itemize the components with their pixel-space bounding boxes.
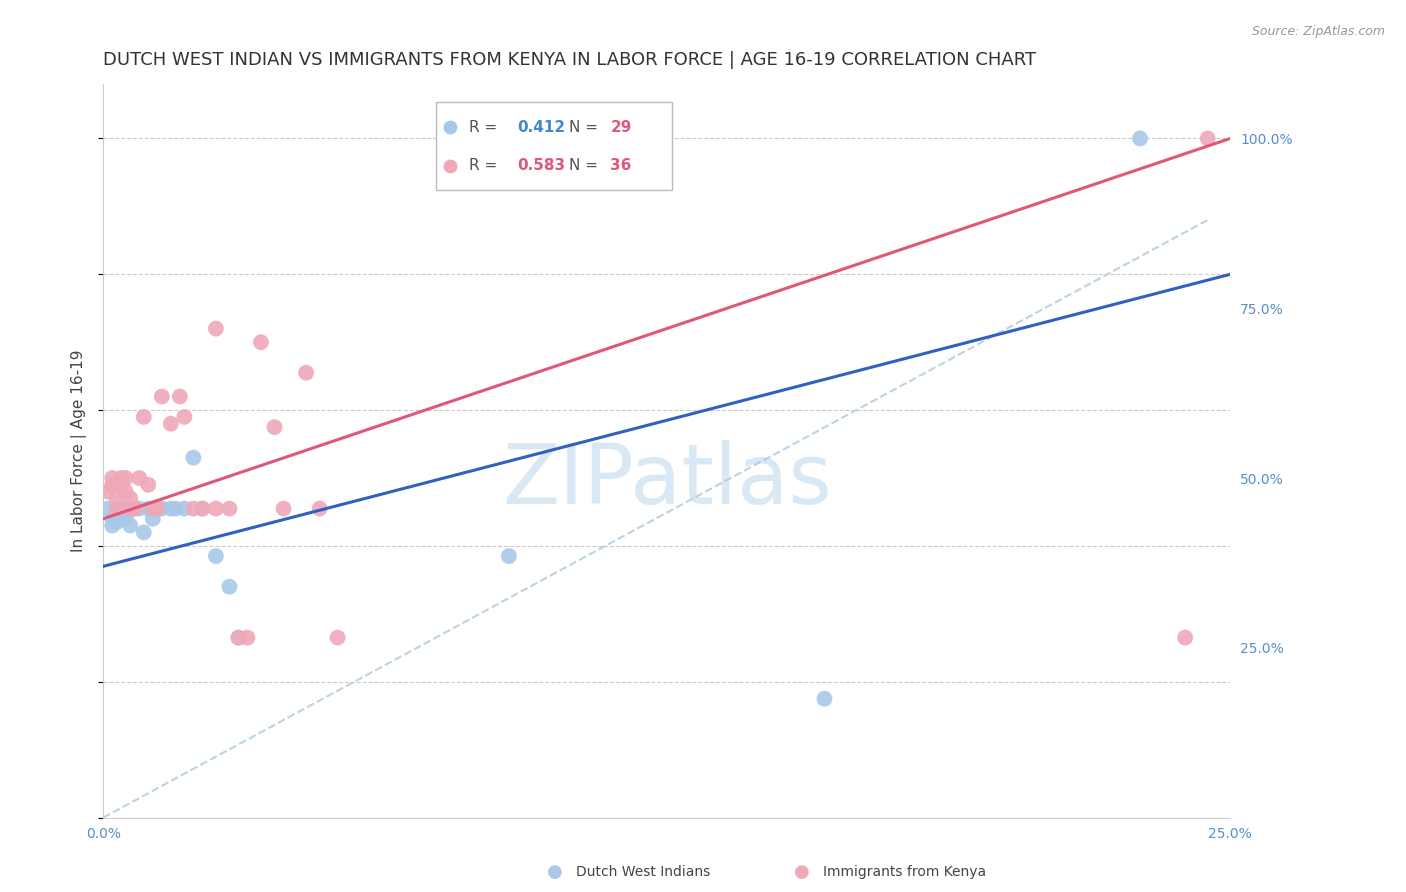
Point — [114, 501, 136, 516]
Point — [173, 409, 195, 424]
Point — [101, 518, 124, 533]
Point — [136, 478, 159, 492]
Text: R =: R = — [470, 159, 502, 173]
Point — [273, 501, 295, 516]
Point — [498, 549, 520, 563]
Point — [142, 501, 165, 516]
Point — [110, 478, 132, 492]
Point — [205, 549, 228, 563]
Point — [191, 501, 214, 516]
Point — [191, 501, 214, 516]
Point — [105, 491, 128, 506]
Point — [228, 631, 250, 645]
Point — [105, 515, 128, 529]
Bar — [436, 103, 672, 191]
Point — [101, 471, 124, 485]
Point — [146, 501, 169, 516]
Text: ●: ● — [793, 863, 810, 881]
Point — [263, 420, 285, 434]
Point — [173, 501, 195, 516]
Text: 0.583: 0.583 — [517, 159, 565, 173]
Text: ●: ● — [547, 863, 564, 881]
Point — [97, 501, 120, 516]
Point — [218, 580, 240, 594]
Point — [114, 512, 136, 526]
Point — [97, 484, 120, 499]
Text: Immigrants from Kenya: Immigrants from Kenya — [823, 865, 986, 880]
Point — [101, 512, 124, 526]
Point — [165, 501, 187, 516]
Text: Source: ZipAtlas.com: Source: ZipAtlas.com — [1251, 25, 1385, 38]
Text: R =: R = — [470, 120, 502, 135]
Text: ZIPatlas: ZIPatlas — [502, 440, 832, 521]
Point — [114, 484, 136, 499]
Point — [150, 390, 173, 404]
Text: 29: 29 — [610, 120, 631, 135]
Point — [1174, 631, 1197, 645]
Point — [250, 335, 273, 350]
Point — [160, 417, 183, 431]
Text: N =: N = — [568, 120, 603, 135]
Point — [295, 366, 318, 380]
Point — [101, 478, 124, 492]
Point — [128, 471, 150, 485]
Point — [120, 518, 142, 533]
Point — [160, 501, 183, 516]
Text: Dutch West Indians: Dutch West Indians — [576, 865, 710, 880]
Point — [308, 501, 330, 516]
Point — [132, 409, 155, 424]
Point — [105, 501, 128, 516]
Y-axis label: In Labor Force | Age 16-19: In Labor Force | Age 16-19 — [72, 350, 87, 552]
Point — [142, 512, 165, 526]
Point — [124, 501, 146, 516]
Point — [128, 501, 150, 516]
Point — [124, 501, 146, 516]
Point — [136, 501, 159, 516]
Point — [183, 450, 205, 465]
Point — [120, 491, 142, 506]
Text: 0.412: 0.412 — [517, 120, 565, 135]
Point — [205, 321, 228, 335]
Point — [183, 501, 205, 516]
Point — [218, 501, 240, 516]
Point — [205, 501, 228, 516]
Point — [1129, 131, 1152, 145]
Point — [120, 501, 142, 516]
Point — [813, 691, 835, 706]
Point — [114, 471, 136, 485]
Point — [146, 501, 169, 516]
Point — [326, 631, 349, 645]
Text: DUTCH WEST INDIAN VS IMMIGRANTS FROM KENYA IN LABOR FORCE | AGE 16-19 CORRELATIO: DUTCH WEST INDIAN VS IMMIGRANTS FROM KEN… — [103, 51, 1036, 69]
Text: N =: N = — [568, 159, 603, 173]
Point — [1197, 131, 1219, 145]
Point — [120, 501, 142, 516]
Text: 36: 36 — [610, 159, 631, 173]
Point — [236, 631, 259, 645]
Point — [169, 390, 191, 404]
Point — [150, 501, 173, 516]
Point — [110, 512, 132, 526]
Point — [110, 505, 132, 519]
Point — [105, 501, 128, 516]
Point — [110, 471, 132, 485]
Point — [228, 631, 250, 645]
Point — [132, 525, 155, 540]
